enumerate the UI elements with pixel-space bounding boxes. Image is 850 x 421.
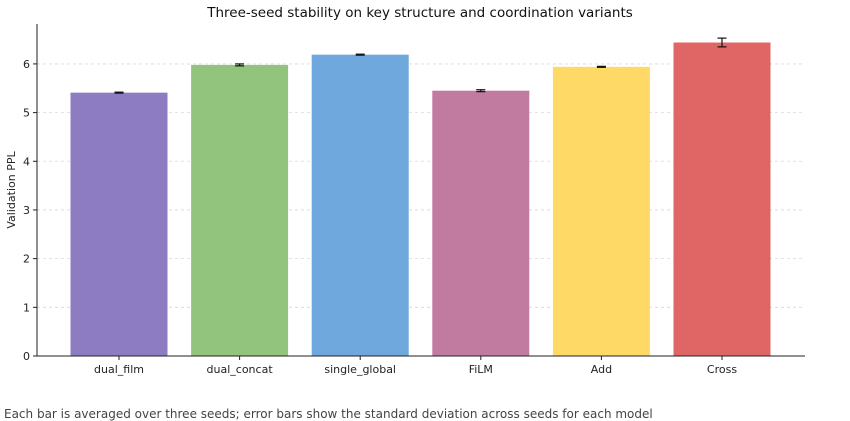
x-tick-label-dual_film: dual_film <box>94 363 144 376</box>
x-ticks: dual_film dual_concat single_global FiLM Add… <box>94 356 737 376</box>
bar-dual_concat <box>191 64 289 357</box>
bar-single_global <box>311 54 409 357</box>
bars <box>70 42 771 357</box>
x-tick-label-single_global: single_global <box>324 363 396 376</box>
x-tick-label-Cross: Cross <box>707 363 737 376</box>
bar-dual_film <box>70 92 168 357</box>
x-tick-label-Add: Add <box>591 363 612 376</box>
y-tick-label: 3 <box>23 204 30 217</box>
error-bar-FiLM <box>476 89 486 93</box>
y-tick-label: 1 <box>23 301 30 314</box>
x-tick-label-FiLM: FiLM <box>469 363 493 376</box>
y-axis-label: Validation PPL <box>5 151 18 229</box>
error-bar-Cross <box>717 37 727 48</box>
y-tick-label: 6 <box>23 58 30 71</box>
error-bar-Add <box>596 65 606 68</box>
error-bar-dual_concat <box>235 63 245 67</box>
error-bar-single_global <box>355 53 365 56</box>
error-bar-dual_film <box>114 91 124 94</box>
y-tick-label: 5 <box>23 107 30 120</box>
chart-title: Three-seed stability on key structure an… <box>206 5 633 21</box>
axes <box>36 24 805 357</box>
y-ticks: 0 1 2 3 4 5 6 <box>23 58 37 363</box>
error-bars <box>114 37 727 94</box>
bar-Cross <box>673 42 771 356</box>
y-tick-label: 2 <box>23 253 30 266</box>
y-tick-label: 4 <box>23 155 30 168</box>
bar-Add <box>552 66 650 356</box>
bar-FiLM <box>432 90 530 357</box>
figure-caption: Each bar is averaged over three seeds; e… <box>4 407 653 421</box>
y-tick-label: 0 <box>23 350 30 363</box>
x-tick-label-dual_concat: dual_concat <box>207 363 274 376</box>
